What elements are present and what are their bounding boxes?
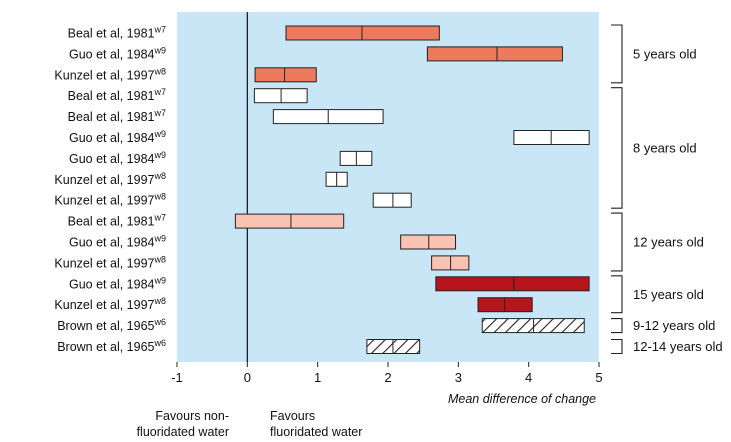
study-rows: Beal et al, 1981w7 Guo et al, 1984w9 Kunze… bbox=[54, 25, 590, 354]
study-label: Guo et al, 1984w9 bbox=[69, 275, 166, 291]
favours-fluoridated-line2: fluoridated water bbox=[270, 425, 362, 439]
favours-nonfluoridated-line1: Favours non- bbox=[155, 409, 229, 423]
confidence-interval-bar bbox=[435, 276, 590, 292]
x-tick-label: 0 bbox=[244, 370, 251, 385]
reference-superscript: w9 bbox=[153, 150, 166, 160]
group-label: 12 years old bbox=[633, 235, 704, 250]
x-tick-label: 3 bbox=[455, 370, 462, 385]
study-label: Beal et al, 1981w7 bbox=[68, 108, 166, 124]
study-label: Beal et al, 1981w7 bbox=[68, 25, 166, 41]
x-axis-ticks: -1 0 1 2 3 4 5 bbox=[171, 362, 603, 385]
reference-superscript: w9 bbox=[153, 234, 166, 244]
group-bracket bbox=[611, 212, 623, 272]
study-label: Kunzel et al, 1997w8 bbox=[54, 66, 166, 82]
study-label: Guo et al, 1984w9 bbox=[69, 150, 166, 166]
study-label: Kunzel et al, 1997w8 bbox=[54, 296, 166, 312]
group-label: 9-12 years old bbox=[633, 318, 715, 333]
study-label: Kunzel et al, 1997w8 bbox=[54, 192, 166, 208]
x-tick-label: 5 bbox=[595, 370, 602, 385]
reference-superscript: w7 bbox=[153, 87, 166, 97]
reference-superscript: w8 bbox=[153, 254, 166, 264]
x-tick-label: -1 bbox=[171, 370, 183, 385]
favours-nonfluoridated-line2: fluoridated water bbox=[137, 425, 229, 439]
study-label: Beal et al, 1981w7 bbox=[68, 213, 166, 229]
reference-superscript: w8 bbox=[153, 192, 166, 202]
confidence-interval-bar bbox=[426, 46, 563, 62]
x-tick-label: 2 bbox=[384, 370, 391, 385]
group-bracket bbox=[611, 338, 623, 355]
x-tick-label: 4 bbox=[525, 370, 532, 385]
study-label: Beal et al, 1981w7 bbox=[68, 87, 166, 103]
reference-superscript: w9 bbox=[153, 129, 166, 139]
confidence-interval-bar bbox=[400, 234, 457, 250]
study-label: Kunzel et al, 1997w8 bbox=[54, 254, 166, 270]
group-label: 15 years old bbox=[633, 287, 704, 302]
age-groups: 5 years old 8 years old 12 years old 15 yea… bbox=[611, 24, 723, 355]
confidence-interval-bar bbox=[234, 213, 345, 229]
confidence-interval-bar bbox=[254, 67, 317, 83]
reference-superscript: w9 bbox=[153, 45, 166, 55]
reference-superscript: w8 bbox=[153, 296, 166, 306]
reference-superscript: w7 bbox=[153, 213, 166, 223]
group-label: 12-14 years old bbox=[633, 339, 723, 354]
confidence-interval-bar bbox=[285, 25, 440, 41]
reference-superscript: w9 bbox=[153, 275, 166, 285]
study-label: Brown et al, 1965w6 bbox=[57, 338, 166, 354]
group-bracket bbox=[611, 318, 623, 334]
reference-superscript: w7 bbox=[153, 25, 166, 35]
group-bracket bbox=[611, 87, 623, 209]
confidence-interval-bar bbox=[372, 192, 412, 208]
study-label: Guo et al, 1984w9 bbox=[69, 129, 166, 145]
reference-superscript: w6 bbox=[153, 317, 166, 327]
group-bracket bbox=[611, 275, 623, 314]
x-tick-label: 1 bbox=[314, 370, 321, 385]
reference-superscript: w8 bbox=[153, 171, 166, 181]
favours-fluoridated-line1: Favours bbox=[270, 409, 315, 423]
group-label: 8 years old bbox=[633, 140, 697, 155]
study-label: Guo et al, 1984w9 bbox=[69, 45, 166, 61]
group-label: 5 years old bbox=[633, 46, 697, 61]
reference-superscript: w7 bbox=[153, 108, 166, 118]
study-label: Brown et al, 1965w6 bbox=[57, 317, 166, 333]
study-label: Guo et al, 1984w9 bbox=[69, 234, 166, 250]
plot-background bbox=[177, 12, 599, 362]
x-axis-title: Mean difference of change bbox=[448, 392, 596, 406]
reference-superscript: w8 bbox=[153, 66, 166, 76]
study-label: Kunzel et al, 1997w8 bbox=[54, 171, 166, 187]
reference-superscript: w6 bbox=[153, 338, 166, 348]
group-bracket bbox=[611, 24, 623, 84]
